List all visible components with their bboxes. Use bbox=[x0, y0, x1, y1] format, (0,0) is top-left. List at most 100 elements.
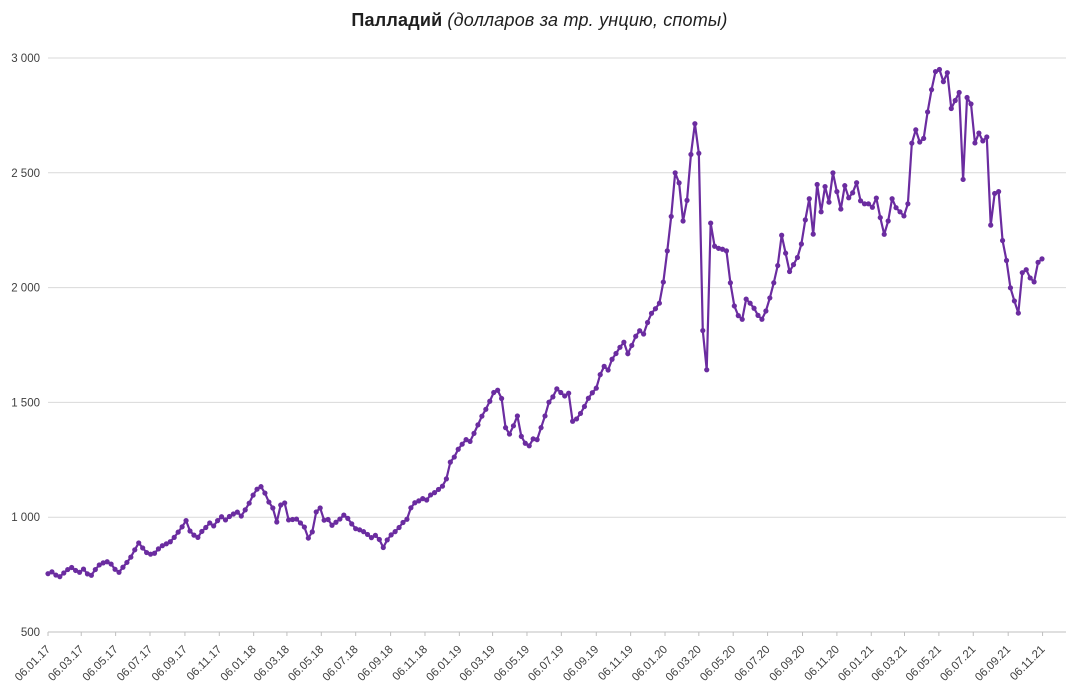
data-point bbox=[641, 331, 647, 337]
data-point bbox=[873, 195, 879, 201]
data-point bbox=[944, 70, 950, 76]
data-point bbox=[629, 342, 635, 349]
data-point bbox=[719, 246, 726, 252]
x-axis-label: 06.11.19 bbox=[596, 644, 636, 684]
data-point bbox=[743, 296, 749, 302]
data-point bbox=[289, 516, 296, 523]
data-point bbox=[278, 502, 284, 508]
data-point bbox=[585, 395, 591, 401]
data-point bbox=[76, 569, 83, 575]
data-point bbox=[333, 519, 339, 525]
data-point bbox=[798, 241, 804, 247]
x-axis-label: 06.05.19 bbox=[492, 644, 532, 684]
data-point bbox=[471, 430, 477, 436]
data-point bbox=[451, 454, 457, 460]
data-point bbox=[727, 280, 733, 286]
data-point bbox=[254, 486, 260, 492]
data-point bbox=[467, 438, 473, 445]
data-point bbox=[412, 500, 418, 506]
data-point bbox=[459, 441, 465, 447]
data-point bbox=[747, 300, 753, 306]
data-point bbox=[92, 566, 98, 573]
y-axis-label: 500 bbox=[21, 627, 40, 639]
y-axis-label: 2 500 bbox=[11, 168, 40, 180]
data-point bbox=[353, 526, 359, 532]
data-point bbox=[313, 509, 319, 515]
data-point bbox=[704, 367, 710, 373]
data-point bbox=[869, 204, 875, 210]
data-point bbox=[404, 516, 410, 522]
data-point bbox=[341, 512, 347, 518]
data-point bbox=[940, 79, 946, 85]
x-axis-label: 06.03.20 bbox=[664, 644, 704, 684]
data-point bbox=[534, 437, 540, 443]
data-point bbox=[104, 559, 110, 565]
data-point bbox=[648, 310, 655, 316]
data-point bbox=[936, 66, 943, 73]
data-point bbox=[1031, 279, 1037, 285]
data-point bbox=[621, 339, 627, 345]
x-axis-label: 06.05.20 bbox=[698, 644, 738, 684]
data-point bbox=[183, 518, 189, 524]
data-point bbox=[506, 431, 513, 437]
data-point bbox=[739, 316, 745, 322]
data-point bbox=[57, 574, 63, 580]
data-point bbox=[270, 505, 276, 511]
data-point bbox=[187, 528, 193, 534]
x-axis-label: 06.07.19 bbox=[526, 644, 566, 684]
data-point bbox=[948, 105, 954, 112]
data-point bbox=[814, 181, 820, 188]
data-point bbox=[1023, 267, 1029, 273]
data-point bbox=[171, 534, 177, 541]
data-point bbox=[293, 516, 300, 522]
data-point bbox=[428, 492, 434, 498]
data-point bbox=[416, 498, 422, 504]
x-axis-label: 06.11.18 bbox=[391, 644, 431, 684]
data-point bbox=[487, 398, 493, 404]
data-point bbox=[380, 544, 386, 551]
data-point bbox=[132, 547, 138, 553]
data-point bbox=[258, 484, 264, 490]
chart-title-main: Палладий bbox=[351, 10, 443, 30]
data-point bbox=[570, 418, 576, 424]
data-point bbox=[913, 127, 919, 133]
data-point bbox=[1039, 256, 1045, 262]
data-point bbox=[633, 333, 639, 339]
data-point bbox=[779, 232, 785, 238]
data-point bbox=[763, 308, 769, 314]
data-point bbox=[73, 567, 79, 574]
data-point bbox=[431, 490, 438, 496]
data-point bbox=[424, 497, 430, 503]
data-point bbox=[226, 513, 233, 520]
data-point bbox=[802, 217, 808, 223]
data-point bbox=[455, 446, 461, 452]
data-point bbox=[700, 327, 706, 334]
data-point bbox=[842, 183, 848, 189]
data-point bbox=[925, 109, 931, 115]
data-point bbox=[601, 363, 607, 369]
data-point bbox=[191, 532, 197, 538]
data-point bbox=[301, 524, 307, 530]
data-point bbox=[530, 436, 536, 442]
x-axis-label: 06.05.21 bbox=[904, 644, 944, 684]
data-point bbox=[514, 413, 520, 419]
data-point bbox=[491, 389, 497, 396]
data-point bbox=[609, 356, 615, 362]
data-point bbox=[558, 389, 564, 396]
x-axis-label: 06.01.19 bbox=[424, 644, 464, 684]
data-point bbox=[475, 422, 481, 428]
data-point bbox=[566, 390, 572, 396]
data-point bbox=[932, 68, 939, 75]
data-point bbox=[786, 268, 793, 275]
x-axis-label: 06.09.19 bbox=[561, 644, 601, 684]
data-point bbox=[546, 399, 552, 405]
data-point bbox=[282, 500, 288, 506]
x-axis-label: 06.05.18 bbox=[286, 644, 326, 684]
data-point bbox=[349, 521, 355, 527]
data-point bbox=[499, 395, 505, 402]
data-point bbox=[668, 213, 674, 220]
x-axis-label: 06.07.17 bbox=[115, 644, 155, 684]
data-point bbox=[49, 569, 55, 575]
data-point bbox=[392, 529, 398, 535]
